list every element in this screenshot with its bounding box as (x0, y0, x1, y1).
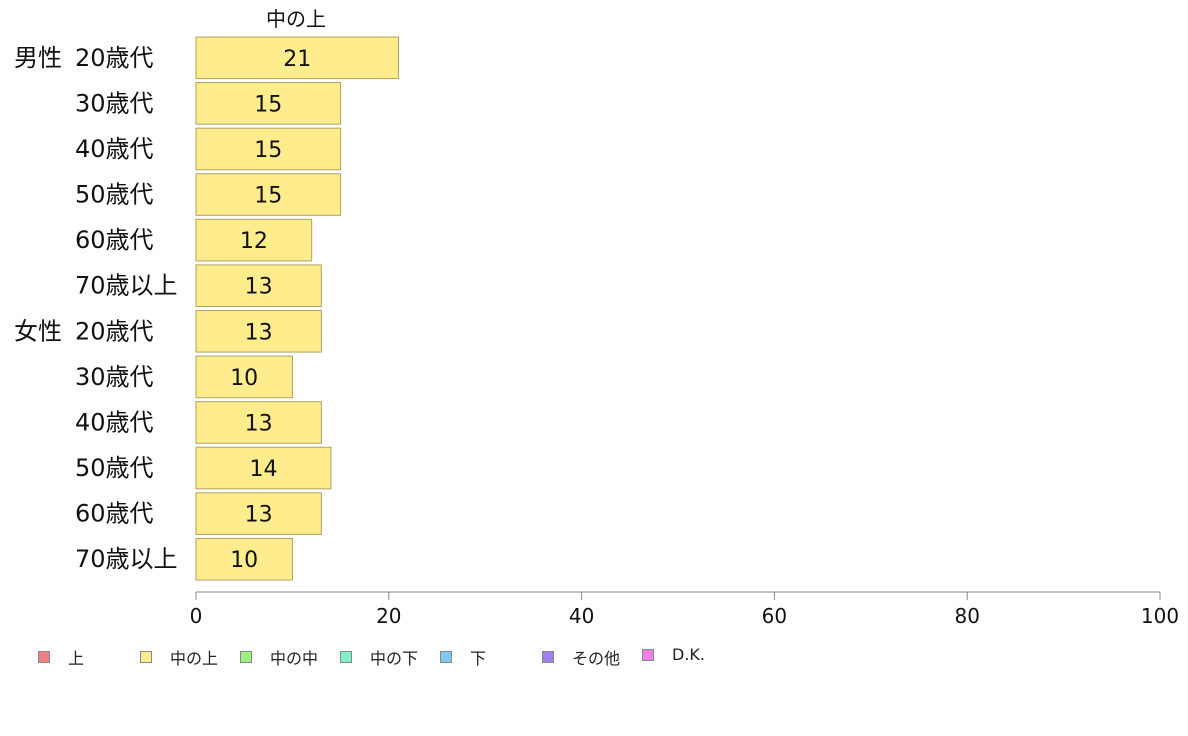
legend-label: 中の下 (370, 649, 419, 668)
legend-swatch (240, 651, 252, 663)
bar-value-label: 15 (254, 184, 282, 209)
bar (195, 218, 313, 262)
legend-label: 上 (68, 649, 85, 668)
category-label: 20歳代 (75, 317, 154, 345)
category-label: 60歳代 (75, 226, 154, 254)
bar-value-label: 10 (230, 366, 258, 391)
legend-item: 下 (440, 645, 486, 669)
x-tick-label: 0 (190, 604, 203, 628)
bar-value-label: 13 (245, 411, 273, 436)
bar (195, 264, 322, 307)
category-label: 30歳代 (75, 363, 154, 391)
bar-value-label: 21 (283, 47, 311, 72)
bar-value-label: 12 (240, 229, 268, 254)
legend-label: 下 (470, 649, 487, 668)
legend-item: D.K. (642, 645, 705, 664)
bar (195, 401, 322, 444)
bar-value-label: 13 (245, 320, 273, 345)
category-label: 60歳代 (75, 500, 154, 528)
category-label: 70歳以上 (75, 545, 178, 573)
x-tick-label: 60 (762, 604, 787, 628)
group-label: 男性 (14, 44, 62, 72)
legend-item: 中の下 (340, 645, 418, 669)
bar (195, 446, 332, 490)
legend-swatch (642, 648, 654, 661)
bar-value-label: 13 (245, 503, 273, 528)
legend-swatch (38, 651, 50, 663)
legend-label: D.K. (672, 645, 705, 664)
legend-swatch (340, 651, 352, 663)
x-tick-label: 100 (1141, 604, 1179, 628)
category-label: 70歳以上 (75, 272, 178, 300)
legend-swatch (140, 651, 152, 663)
x-axis: 0 20 40 60 80 100 (190, 591, 1179, 628)
legend-item: 中の中 (240, 645, 318, 669)
x-tick-label: 20 (376, 604, 401, 628)
bar-value-label: 14 (249, 457, 277, 482)
legend-label: 中の中 (270, 649, 319, 668)
bar (195, 492, 322, 535)
legend-item: その他 (542, 645, 620, 669)
category-label: 50歳代 (75, 181, 154, 209)
bar (195, 355, 293, 399)
category-label: 40歳代 (75, 135, 154, 163)
bar (195, 82, 342, 125)
bar (195, 310, 322, 353)
legend-item: 中の上 (140, 645, 218, 669)
legend-swatch (440, 651, 452, 663)
bar (195, 537, 293, 581)
category-label: 20歳代 (75, 44, 154, 72)
category-label: 30歳代 (75, 89, 154, 117)
legend-item: 上 (38, 645, 84, 669)
category-label: 50歳代 (75, 454, 154, 482)
x-tick-label: 40 (569, 604, 594, 628)
x-tick-label: 80 (954, 604, 979, 628)
bar-value-label: 15 (254, 138, 282, 163)
bar-value-label: 13 (245, 275, 273, 300)
bar-value-label: 15 (254, 92, 282, 117)
bar (195, 36, 399, 80)
category-label: 40歳代 (75, 408, 154, 436)
legend-label: 中の上 (170, 649, 219, 668)
bar (195, 127, 342, 171)
legend-swatch (542, 651, 554, 663)
series-header-label: 中の上 (266, 7, 326, 31)
bar-value-label: 10 (230, 548, 258, 573)
bar (195, 173, 342, 216)
group-label: 女性 (14, 317, 62, 345)
legend-label: その他 (572, 649, 621, 668)
